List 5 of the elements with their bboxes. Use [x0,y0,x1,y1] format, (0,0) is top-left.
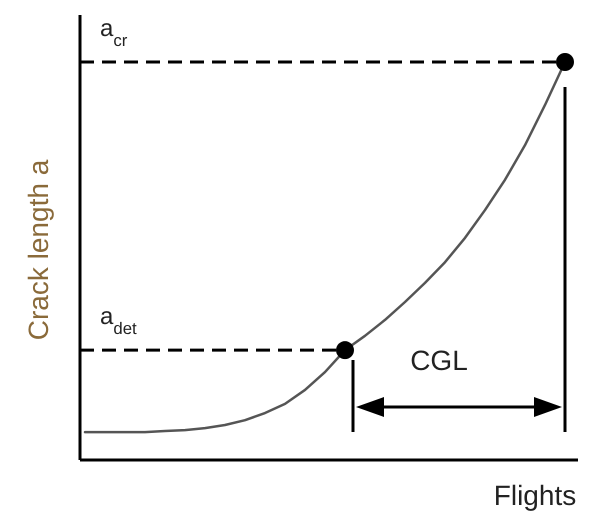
y-axis-title: Crack length a [23,159,54,340]
annotation: CGL [410,345,468,376]
x-axis-title: Flights [494,480,576,511]
ref-line-label: a$_{det}$ [100,303,138,338]
ref-line-label: a$_{cr}$ [100,15,128,50]
